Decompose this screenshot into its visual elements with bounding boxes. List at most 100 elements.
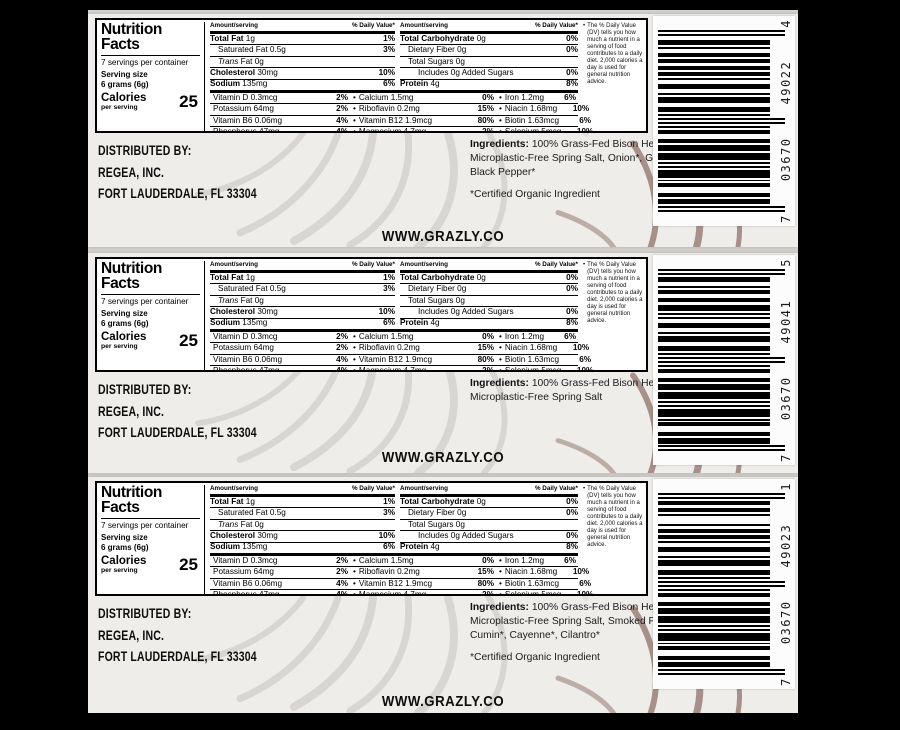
- serving-size-label: Serving size: [101, 309, 148, 318]
- upc-barcode: 7 03670 49023 1: [653, 479, 795, 689]
- calories-row: Calories per serving 25: [101, 92, 200, 112]
- title-line-1: Nutrition: [101, 21, 162, 38]
- barcode-bar: [658, 569, 770, 576]
- barcode-bars: [658, 269, 790, 452]
- barcode-bar: [658, 114, 770, 117]
- amount-per-serving-header: Amount/serving: [210, 485, 258, 492]
- nutrition-middle-column: Amount/serving % Daily Value* Total Fat …: [210, 261, 395, 329]
- barcode-bar: [658, 585, 785, 587]
- amount-per-serving-header: Amount/serving: [400, 485, 448, 492]
- nutrition-right-column: Amount/serving % Daily Value* Total Carb…: [400, 261, 578, 329]
- barcode-bar: [658, 560, 770, 566]
- barcode-bar: [658, 673, 785, 676]
- nutrient-row: Protein 4g 8%: [400, 79, 578, 89]
- nutrient-row: Cholesterol 30mg 10%: [210, 307, 395, 319]
- barcode-bar: [658, 496, 785, 499]
- vitamins-minerals-band: Vitamin D 0.3mcg 2% • Calcium 1.5mg 0% • Iron …: [210, 552, 593, 594]
- barcode-bar: [658, 608, 770, 614]
- barcode-bar: [658, 378, 770, 383]
- distributor-line-1: DISTRIBUTED BY:: [98, 382, 192, 397]
- distributor-line-2: REGEA, INC.: [98, 403, 165, 419]
- barcode-bar: [658, 162, 770, 165]
- distributor-line-1: DISTRIBUTED BY:: [98, 143, 192, 158]
- barcode-bar: [658, 210, 785, 213]
- barcode-bar: [658, 437, 770, 444]
- ingredients-block: Ingredients: 100% Grass-Fed Bison Heart,…: [470, 377, 696, 414]
- upc-number-system-digit: 7: [779, 677, 793, 686]
- barcode-bar: [658, 368, 770, 373]
- distributor-line-3: FORT LAUDERDALE, FL 33304: [98, 649, 257, 664]
- serving-size-label: Serving size: [101, 533, 148, 542]
- nutrient-row: Includes 0g Added Sugars 0%: [400, 68, 578, 80]
- nutrient-row: Protein 4g 8%: [400, 318, 578, 328]
- calories-value: 25: [179, 92, 198, 111]
- column-header: Amount/serving % Daily Value*: [400, 485, 578, 497]
- distributor-block: DISTRIBUTED BY: REGEA, INC. FORT LAUDERD…: [98, 379, 257, 444]
- nutrient-row: Saturated Fat 0.5g 3%: [210, 284, 395, 296]
- barcode-bar: [658, 364, 770, 367]
- ingredients-list: 100% Grass-Fed Bison Heart, Microplastic…: [470, 139, 679, 178]
- nutrient-row: Dietary Fiber 0g 0%: [400, 508, 578, 520]
- barcode-bar: [658, 418, 770, 421]
- upc-right-group: 49023: [779, 523, 793, 568]
- title-line-2: Facts: [101, 498, 140, 516]
- nutrient-row: Saturated Fat 0.5g 3%: [210, 508, 395, 520]
- barcode-bar: [658, 632, 770, 641]
- barcode-bar: [658, 269, 785, 271]
- distributor-line-2: REGEA, INC.: [98, 627, 165, 643]
- barcode-bar: [658, 192, 770, 197]
- barcode-bar: [658, 523, 770, 526]
- product-label: Nutrition Facts 7 servings per container…: [88, 253, 798, 473]
- upc-left-group: 03670: [779, 137, 793, 182]
- barcode-bar: [658, 401, 770, 404]
- column-header: Amount/serving % Daily Value*: [210, 261, 395, 273]
- ingredients-list: 100% Grass-Fed Bison Heart, Microplastic…: [470, 602, 691, 641]
- nutrition-facts-title: Nutrition Facts: [101, 261, 200, 295]
- amount-per-serving-header: Amount/serving: [210, 22, 258, 29]
- barcode-bar: [658, 33, 785, 36]
- barcode-bar: [658, 97, 770, 103]
- barcode-bar: [658, 145, 770, 151]
- barcode-bar: [658, 592, 770, 597]
- calories-row: Calories per serving 25: [101, 555, 200, 575]
- barcode-bar: [658, 169, 770, 178]
- column-header: Amount/serving % Daily Value*: [400, 261, 578, 273]
- ingredients-block: Ingredients: 100% Grass-Fed Bison Heart,…: [470, 601, 696, 665]
- nutrition-middle-column: Amount/serving % Daily Value* Total Fat …: [210, 22, 395, 90]
- daily-value-header: % Daily Value*: [534, 261, 578, 268]
- nutrient-row: Total Carbohydrate 0g 0%: [400, 273, 578, 285]
- website-url: WWW.GRAZLY.CO: [381, 449, 505, 466]
- footnote-text: The % Daily Value (DV) tells you how muc…: [587, 486, 643, 548]
- ingredients-label: Ingredients:: [470, 378, 529, 389]
- footnote-text: The % Daily Value (DV) tells you how muc…: [587, 262, 643, 324]
- upc-barcode: 7 03670 49041 5: [653, 255, 795, 465]
- upc-number-system-digit: 7: [779, 453, 793, 462]
- upc-left-group: 03670: [779, 600, 793, 645]
- daily-value-header: % Daily Value*: [351, 261, 395, 268]
- macro-rows-left: Total Fat 1g 1% Saturated Fat 0.5g 3% Trans …: [210, 273, 395, 329]
- barcode-bar: [658, 445, 785, 448]
- barcode-bar: [658, 106, 770, 113]
- footnote-bullet: •: [583, 486, 586, 492]
- footnote-text: The % Daily Value (DV) tells you how muc…: [587, 23, 643, 85]
- nutrient-row: Includes 0g Added Sugars 0%: [400, 531, 578, 543]
- calories-label: Calories: [101, 331, 147, 343]
- barcode-bar: [658, 83, 770, 90]
- daily-value-header: % Daily Value*: [351, 22, 395, 29]
- servings-per-container: 7 servings per container: [101, 58, 189, 67]
- barcode-bar: [658, 625, 770, 628]
- barcode-digits: 7 03670 49022 4: [777, 16, 795, 226]
- upc-check-digit: 4: [779, 19, 793, 28]
- barcode-bar: [658, 642, 770, 645]
- barcode-bar: [658, 122, 785, 124]
- barcode-bar: [658, 615, 770, 624]
- nutrient-row: Total Fat 1g 1%: [210, 497, 395, 509]
- barcode-space: [658, 516, 770, 524]
- vitamin-row: Potassium 64mg 2% • Riboflavin 0.2mg 15% • Nia…: [210, 104, 589, 116]
- product-label: Nutrition Facts 7 servings per container…: [88, 477, 798, 713]
- barcode-bar: [658, 118, 785, 121]
- nutrition-middle-column: Amount/serving % Daily Value* Total Fat …: [210, 485, 395, 553]
- barcode-bar: [658, 500, 770, 505]
- barcode-digits: 7 03670 49041 5: [777, 255, 795, 465]
- daily-value-footnote: • The % Daily Value (DV) tells you how m…: [583, 22, 644, 131]
